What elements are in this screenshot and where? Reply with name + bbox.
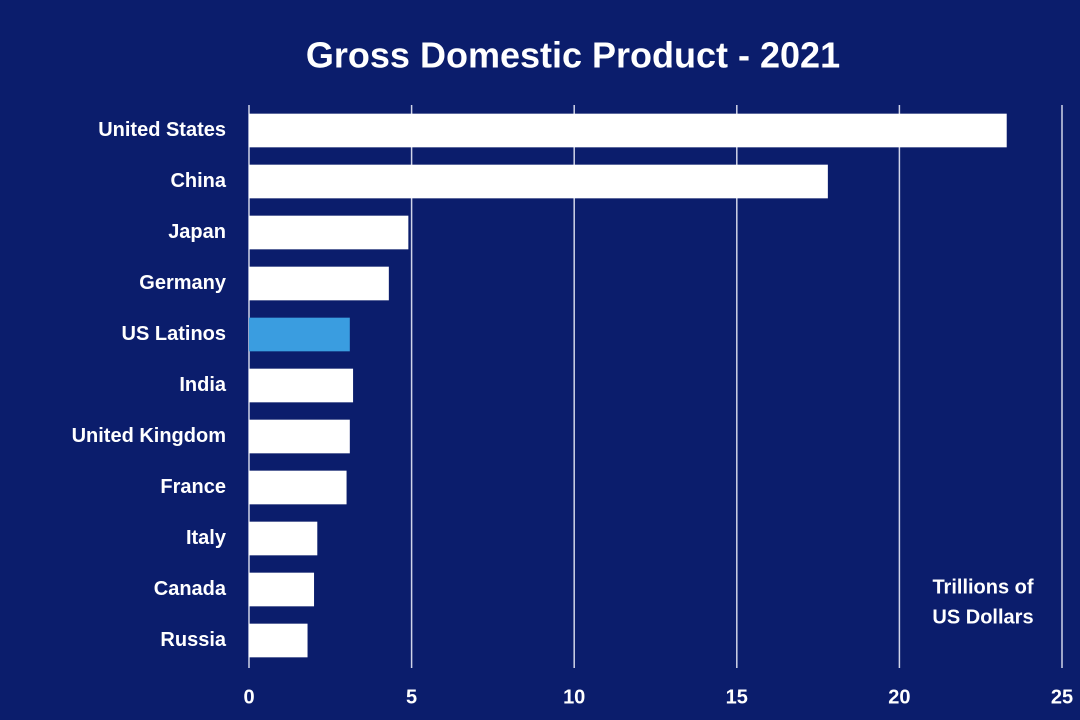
x-tick-label: 5 [406, 686, 417, 708]
y-tick-label: Canada [154, 578, 227, 600]
bar [249, 317, 350, 352]
y-tick-label: Germany [139, 272, 227, 294]
bar [249, 572, 315, 607]
y-tick-label: Russia [160, 629, 226, 651]
x-tick-label: 10 [563, 686, 585, 708]
y-tick-label: China [170, 170, 226, 192]
y-tick-label: Japan [168, 221, 226, 243]
y-tick-label: Italy [186, 527, 227, 549]
bar [249, 266, 389, 301]
bar [249, 419, 350, 454]
annotation: Trillions of [932, 576, 1033, 598]
x-tick-label: 25 [1051, 686, 1073, 708]
y-tick-label: France [160, 476, 226, 498]
bar [249, 470, 347, 505]
x-tick-label: 15 [726, 686, 748, 708]
bar [249, 623, 308, 658]
chart-title: Gross Domestic Product - 2021 [306, 35, 840, 76]
annotation: US Dollars [932, 606, 1033, 628]
bar [249, 113, 1007, 148]
y-tick-label: India [179, 374, 227, 396]
y-tick-label: US Latinos [122, 323, 226, 345]
bar [249, 368, 354, 403]
bar [249, 521, 318, 556]
y-tick-label: United Kingdom [72, 425, 226, 447]
bar [249, 215, 409, 250]
x-tick-label: 0 [243, 686, 254, 708]
y-tick-label: United States [98, 119, 226, 141]
x-tick-label: 20 [888, 686, 910, 708]
bar [249, 164, 828, 199]
